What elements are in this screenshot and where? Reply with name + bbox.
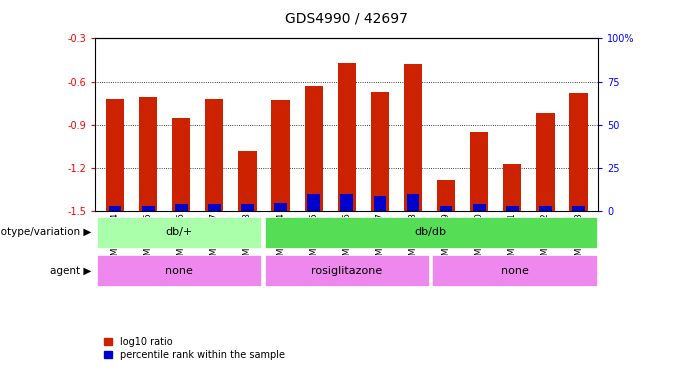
Bar bbox=[437, 180, 455, 211]
Bar bbox=[572, 206, 585, 211]
Bar bbox=[506, 206, 519, 211]
Bar bbox=[109, 206, 122, 211]
Bar bbox=[239, 151, 256, 211]
Text: none: none bbox=[500, 266, 528, 276]
Bar bbox=[503, 164, 522, 211]
Bar bbox=[97, 255, 261, 286]
Bar bbox=[172, 118, 190, 211]
Bar bbox=[106, 99, 124, 211]
Bar bbox=[274, 203, 287, 211]
Text: none: none bbox=[165, 266, 193, 276]
Text: db/+: db/+ bbox=[165, 227, 192, 237]
Text: db/db: db/db bbox=[415, 227, 447, 237]
Bar bbox=[539, 206, 551, 211]
Text: GDS4990 / 42697: GDS4990 / 42697 bbox=[286, 12, 408, 25]
Bar bbox=[97, 217, 261, 248]
Bar bbox=[307, 194, 320, 211]
Bar bbox=[473, 204, 486, 211]
Bar bbox=[142, 206, 154, 211]
Bar bbox=[341, 194, 353, 211]
Bar bbox=[537, 113, 554, 211]
Bar bbox=[432, 255, 597, 286]
Bar bbox=[404, 65, 422, 211]
Bar bbox=[470, 132, 488, 211]
Bar bbox=[305, 86, 323, 211]
Bar bbox=[569, 93, 588, 211]
Bar bbox=[205, 99, 224, 211]
Bar bbox=[440, 206, 452, 211]
Bar bbox=[265, 217, 597, 248]
Text: genotype/variation ▶: genotype/variation ▶ bbox=[0, 227, 92, 237]
Bar bbox=[241, 204, 254, 211]
Bar bbox=[373, 196, 386, 211]
Bar bbox=[338, 63, 356, 211]
Bar bbox=[139, 98, 157, 211]
Bar bbox=[208, 204, 221, 211]
Legend: log10 ratio, percentile rank within the sample: log10 ratio, percentile rank within the … bbox=[100, 333, 288, 364]
Bar bbox=[371, 92, 389, 211]
Bar bbox=[407, 194, 420, 211]
Text: agent ▶: agent ▶ bbox=[50, 266, 92, 276]
Bar bbox=[175, 204, 188, 211]
Bar bbox=[265, 255, 429, 286]
Text: rosiglitazone: rosiglitazone bbox=[311, 266, 382, 276]
Bar bbox=[271, 100, 290, 211]
